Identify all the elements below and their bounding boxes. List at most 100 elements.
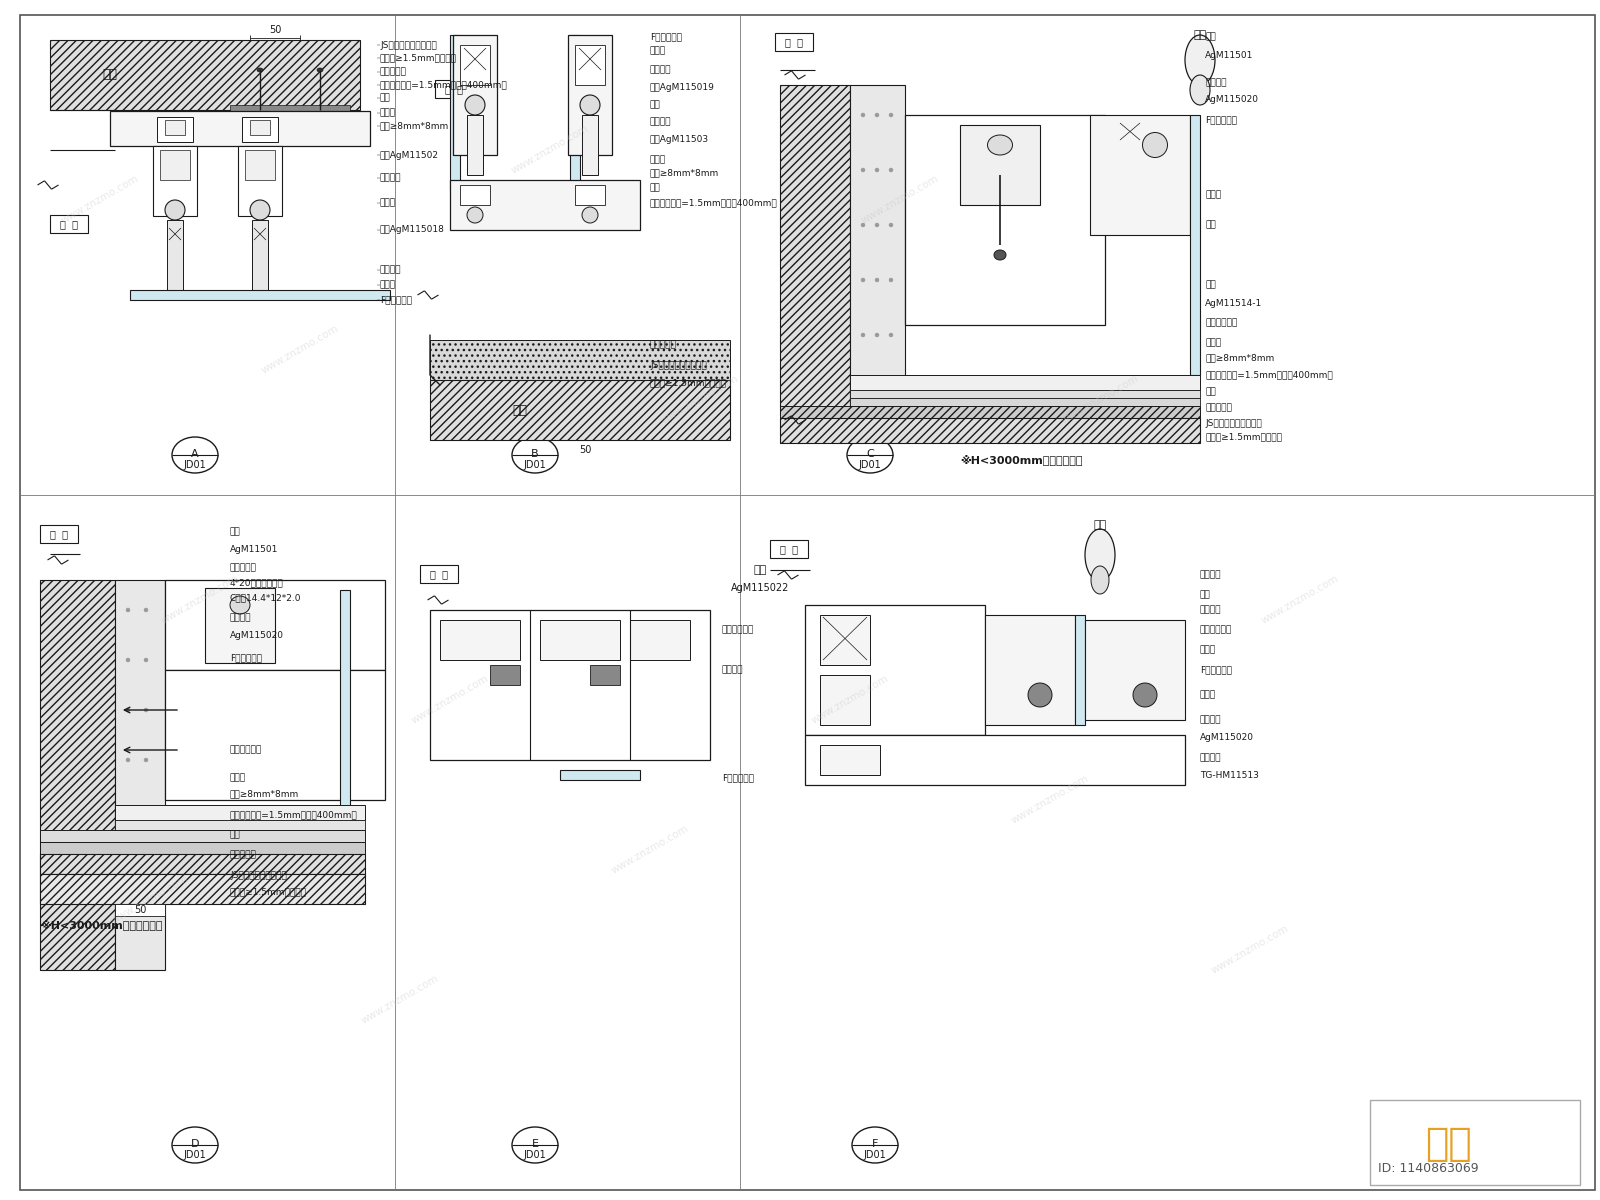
Bar [50,40,360,110]
Circle shape [890,223,893,227]
Text: 胶条: 胶条 [1200,590,1211,600]
Text: www.znzmo.com: www.znzmo.com [659,373,741,426]
Text: 外墙胶: 外墙胶 [650,156,666,164]
Bar [245,150,275,180]
Circle shape [466,95,485,115]
Text: （厚度≥1.5mm）刷两次: （厚度≥1.5mm）刷两次 [381,54,458,62]
Text: 上方AgM115018: 上方AgM115018 [381,226,445,234]
Text: 结构: 结构 [512,403,528,416]
Text: www.znzmo.com: www.znzmo.com [259,324,341,377]
Circle shape [250,200,270,220]
Circle shape [890,332,893,337]
Text: 自攻钉: 自攻钉 [1200,646,1216,654]
Text: 连接片（厚度=1.5mm，间距400mm）: 连接片（厚度=1.5mm，间距400mm） [230,810,358,820]
Circle shape [467,206,483,223]
Circle shape [126,908,130,912]
Ellipse shape [1091,566,1109,594]
Bar [467,115,483,175]
Text: 室  内: 室 内 [50,529,67,539]
Text: 横毛毛条: 横毛毛条 [381,174,402,182]
Bar [630,620,690,660]
Bar [115,820,365,830]
Ellipse shape [1142,132,1168,157]
Bar [805,734,1186,785]
Ellipse shape [1190,74,1210,104]
Text: 收口: 收口 [1205,281,1216,289]
Circle shape [144,908,147,912]
Text: 三元乙丙胶条: 三元乙丙胶条 [722,625,754,635]
Bar [574,44,605,85]
Text: ID: 1140863069: ID: 1140863069 [1378,1162,1478,1175]
Text: JS复合防水涂膜防水层: JS复合防水涂膜防水层 [381,41,437,49]
Bar [430,340,730,380]
Bar [461,185,490,205]
Ellipse shape [1186,35,1214,85]
Text: 防水砂浆塞缝: 防水砂浆塞缝 [1205,318,1237,328]
Bar [130,290,390,300]
Text: 扶手: 扶手 [1093,520,1107,530]
Text: 边框: 边框 [230,528,240,536]
Text: 上导块: 上导块 [381,198,397,208]
Bar [154,146,197,216]
Circle shape [144,658,147,662]
Text: 勾金: 勾金 [754,565,766,575]
Bar [541,620,621,660]
Text: 宽度≥8mm*8mm: 宽度≥8mm*8mm [230,790,299,798]
Text: F绿钢化玻璃: F绿钢化玻璃 [1205,115,1237,125]
Text: AgM115020: AgM115020 [1205,96,1259,104]
Bar [770,540,808,558]
Circle shape [861,113,866,116]
Bar [1370,1100,1581,1186]
Bar [774,32,813,50]
Bar [781,418,1200,443]
Circle shape [875,278,878,282]
Text: 射钉: 射钉 [1205,388,1216,396]
Bar [238,146,282,216]
Text: 外墙抹灰层: 外墙抹灰层 [650,341,677,349]
Bar [435,80,474,98]
Text: 传动杆: 传动杆 [1205,191,1221,199]
Bar [781,406,1200,418]
Text: JS复合防水涂膜防水层: JS复合防水涂膜防水层 [1205,419,1262,427]
Text: 外墙胶: 外墙胶 [381,108,397,118]
Text: 边框: 边框 [1205,32,1216,42]
Bar [570,35,579,190]
Text: www.znzmo.com: www.znzmo.com [110,874,190,926]
Bar [115,904,165,916]
Text: 射钉: 射钉 [381,94,390,102]
Circle shape [165,200,186,220]
Bar [430,610,710,760]
Circle shape [890,113,893,116]
Text: 射钉: 射钉 [650,184,661,192]
Bar [40,526,78,542]
Text: （厚度≥1.5mm）刷两次: （厚度≥1.5mm）刷两次 [230,888,307,896]
Bar [115,805,365,820]
Circle shape [875,332,878,337]
Bar [590,665,621,685]
Text: 宽度≥8mm*8mm: 宽度≥8mm*8mm [1205,354,1274,362]
Circle shape [875,168,878,172]
Bar [253,220,269,290]
Text: 室  内: 室 内 [781,544,798,554]
Bar [582,115,598,175]
Bar [1190,115,1200,374]
Circle shape [144,708,147,712]
Bar [165,670,386,800]
Text: 室  内: 室 内 [430,569,448,578]
Text: 50: 50 [134,905,146,914]
Text: JS复合防水涂膜防水层: JS复合防水涂膜防水层 [230,870,286,880]
Text: 滑轮: 滑轮 [650,101,661,109]
Text: F绿钢化玻璃: F绿钢化玻璃 [1200,666,1232,674]
Text: TG-HM11513: TG-HM11513 [1200,770,1259,780]
Circle shape [861,168,866,172]
Bar [165,580,386,670]
Text: 外墙抹灰层: 外墙抹灰层 [230,851,258,859]
Text: D: D [190,1139,200,1150]
Bar [160,150,190,180]
Text: www.znzmo.com: www.znzmo.com [1010,774,1090,827]
Bar [40,830,365,842]
Text: JD01: JD01 [523,460,546,470]
Text: 50: 50 [269,25,282,35]
Text: F绿钢化玻璃: F绿钢化玻璃 [650,32,682,42]
Bar [819,674,870,725]
